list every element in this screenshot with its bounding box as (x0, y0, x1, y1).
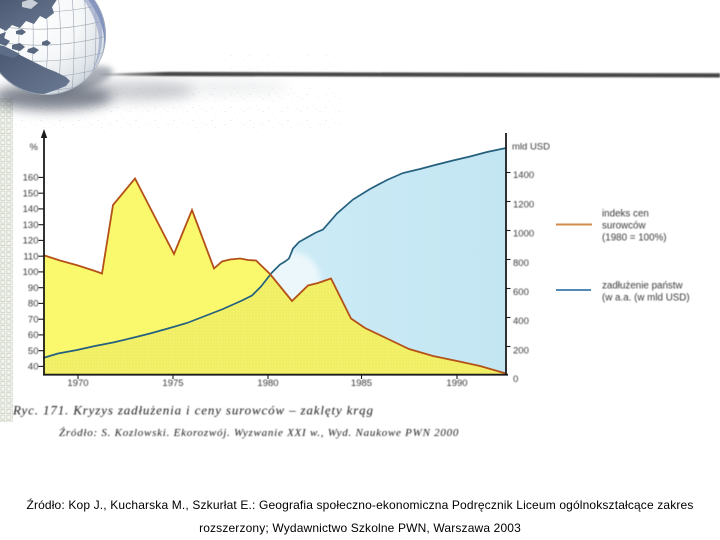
svg-text:400: 400 (513, 316, 529, 327)
svg-text:mld USD: mld USD (512, 142, 550, 153)
svg-text:1000: 1000 (513, 229, 534, 240)
svg-text:Ryc. 171. Kryzys zadłużenia i: Ryc. 171. Kryzys zadłużenia i ceny surow… (12, 403, 374, 418)
svg-text:600: 600 (513, 287, 529, 298)
svg-text:200: 200 (513, 346, 529, 357)
svg-text:100: 100 (23, 267, 39, 278)
svg-text:800: 800 (513, 258, 529, 269)
svg-text:50: 50 (28, 346, 39, 357)
svg-text:0: 0 (513, 374, 518, 385)
svg-text:1980: 1980 (257, 378, 278, 389)
svg-text:140: 140 (23, 204, 39, 215)
svg-text:110: 110 (23, 251, 38, 262)
svg-text:1975: 1975 (162, 378, 183, 389)
svg-text:1985: 1985 (351, 378, 372, 389)
svg-text:(w a.a. (w mld USD): (w a.a. (w mld USD) (602, 293, 690, 304)
svg-text:70: 70 (28, 314, 39, 325)
svg-text:160: 160 (23, 173, 39, 184)
svg-text:1200: 1200 (513, 200, 534, 211)
svg-text:60: 60 (28, 330, 39, 341)
svg-text:%: % (30, 142, 39, 153)
svg-text:90: 90 (28, 283, 39, 294)
svg-text:150: 150 (23, 188, 39, 199)
svg-text:(1980 = 100%): (1980 = 100%) (602, 233, 667, 244)
svg-text:1970: 1970 (67, 378, 88, 389)
svg-text:indeks cen: indeks cen (602, 209, 649, 220)
svg-text:40: 40 (28, 362, 39, 373)
svg-text:120: 120 (23, 236, 39, 247)
svg-text:130: 130 (23, 220, 39, 231)
svg-text:80: 80 (28, 299, 39, 310)
svg-text:1990: 1990 (446, 378, 467, 389)
svg-text:Źródło: S. Kozlowski. Ekorozwó: Źródło: S. Kozlowski. Ekorozwój. Wyzwani… (59, 427, 459, 439)
svg-text:1400: 1400 (513, 170, 534, 181)
svg-text:zadłużenie państw: zadłużenie państw (602, 281, 684, 292)
svg-text:surowców: surowców (602, 221, 646, 232)
